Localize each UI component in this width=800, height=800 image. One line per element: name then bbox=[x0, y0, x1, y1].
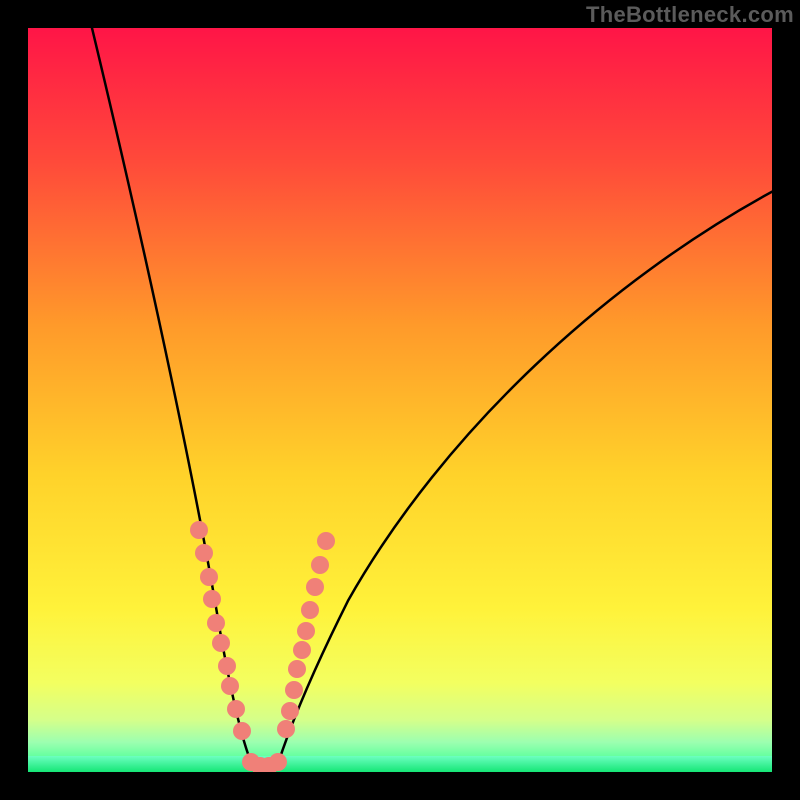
plot-area bbox=[28, 28, 772, 772]
data-point-right bbox=[297, 622, 315, 640]
data-point-left bbox=[212, 634, 230, 652]
bottleneck-curve bbox=[28, 28, 772, 772]
data-point-bottom bbox=[269, 753, 287, 771]
frame-left bbox=[0, 0, 28, 800]
data-point-right bbox=[293, 641, 311, 659]
data-point-left bbox=[200, 568, 218, 586]
data-point-right bbox=[301, 601, 319, 619]
data-point-right bbox=[281, 702, 299, 720]
data-point-right bbox=[311, 556, 329, 574]
data-point-left bbox=[195, 544, 213, 562]
data-point-right bbox=[306, 578, 324, 596]
data-point-right bbox=[288, 660, 306, 678]
chart-root: TheBottleneck.com bbox=[0, 0, 800, 800]
data-point-left bbox=[203, 590, 221, 608]
data-point-right bbox=[277, 720, 295, 738]
curve-right-branch bbox=[277, 192, 772, 766]
data-point-left bbox=[233, 722, 251, 740]
data-point-left bbox=[227, 700, 245, 718]
watermark-text: TheBottleneck.com bbox=[586, 2, 794, 28]
data-point-left bbox=[218, 657, 236, 675]
data-point-left bbox=[190, 521, 208, 539]
curve-left-branch bbox=[92, 28, 253, 766]
frame-bottom bbox=[0, 772, 800, 800]
frame-right bbox=[772, 0, 800, 800]
data-point-right bbox=[317, 532, 335, 550]
data-point-left bbox=[221, 677, 239, 695]
data-point-left bbox=[207, 614, 225, 632]
data-point-right bbox=[285, 681, 303, 699]
